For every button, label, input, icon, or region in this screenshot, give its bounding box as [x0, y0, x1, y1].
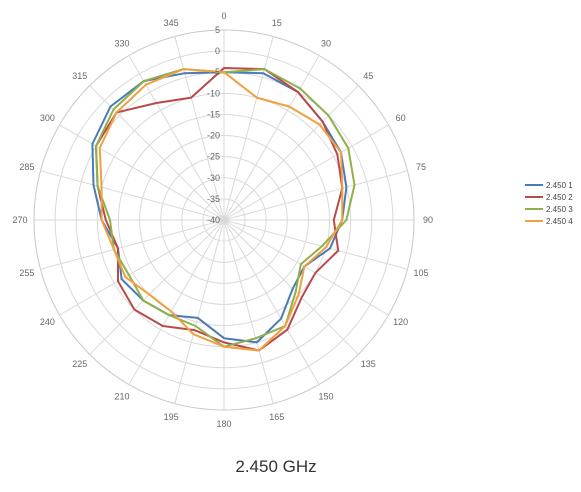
angle-label: 165	[269, 412, 284, 422]
grid-spoke	[40, 219, 225, 270]
radial-tick-label: -20	[207, 131, 220, 141]
radial-tick-label: -15	[207, 109, 220, 119]
angle-label: 105	[414, 268, 429, 278]
angle-label: 90	[423, 215, 433, 225]
grid-spoke	[174, 36, 225, 221]
grid-spoke	[174, 219, 225, 404]
angle-label: 225	[72, 359, 87, 369]
angle-label: 30	[321, 38, 331, 48]
grid-spoke	[223, 170, 408, 221]
chart-title: 2.450 GHz	[235, 457, 316, 476]
grid-spoke	[128, 55, 225, 221]
grid-spoke	[89, 219, 225, 355]
angle-label: 0	[221, 11, 226, 21]
angle-label: 330	[114, 38, 129, 48]
grid-spoke	[223, 85, 359, 221]
grid-spoke	[223, 124, 389, 221]
radial-tick-label: 5	[215, 25, 220, 35]
angle-label: 300	[40, 113, 55, 123]
grid-spoke	[128, 219, 225, 385]
angle-label: 60	[396, 113, 406, 123]
grid-spoke	[223, 219, 389, 316]
angle-label: 345	[164, 18, 179, 28]
angle-label: 285	[19, 162, 34, 172]
angle-label: 120	[393, 317, 408, 327]
angle-label: 135	[361, 359, 376, 369]
grid-spoke	[89, 85, 225, 221]
series-line-4	[98, 68, 344, 352]
grid-spoke	[59, 124, 225, 221]
grid-spoke	[223, 219, 408, 270]
grid-spoke	[223, 55, 320, 221]
legend-label: 2.450 4	[546, 217, 573, 226]
grid-spoke	[223, 219, 359, 355]
angle-label: 210	[114, 392, 129, 402]
angle-label: 240	[40, 317, 55, 327]
legend-label: 2.450 3	[546, 205, 573, 214]
grid-spoke	[223, 36, 274, 221]
radial-tick-label: -25	[207, 152, 220, 162]
series-line-3	[95, 68, 356, 348]
legend-label: 2.450 1	[546, 181, 573, 190]
radial-tick-label: -35	[207, 194, 220, 204]
radial-tick-label: -5	[212, 67, 220, 77]
angle-label: 15	[272, 18, 282, 28]
angle-label: 180	[216, 419, 231, 429]
grid-spoke	[223, 219, 274, 404]
grid-spoke	[59, 219, 225, 316]
angle-label: 150	[318, 392, 333, 402]
radial-tick-label: 0	[215, 46, 220, 56]
grid-spoke	[223, 219, 320, 385]
angle-label: 75	[416, 162, 426, 172]
radial-tick-label: -10	[207, 88, 220, 98]
angle-label: 315	[72, 71, 87, 81]
legend-label: 2.450 2	[546, 193, 573, 202]
angle-label: 45	[363, 71, 373, 81]
angle-label: 255	[19, 268, 34, 278]
radial-tick-label: -30	[207, 173, 220, 183]
grid-spoke	[40, 170, 225, 221]
radial-tick-label: -40	[207, 215, 220, 225]
angle-label: 270	[12, 215, 27, 225]
angle-label: 195	[164, 412, 179, 422]
